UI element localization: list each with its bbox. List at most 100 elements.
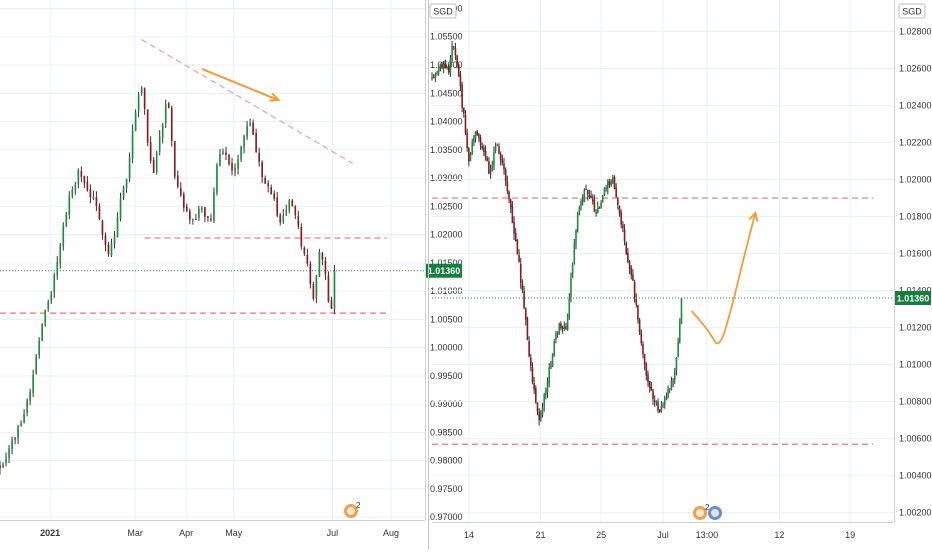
candle[interactable] [439, 63, 442, 72]
candle[interactable] [601, 195, 604, 203]
candle[interactable] [501, 154, 504, 166]
candle[interactable] [558, 322, 561, 336]
candle[interactable] [529, 353, 532, 372]
candle[interactable] [228, 153, 230, 166]
candle[interactable] [210, 214, 212, 222]
candle[interactable] [672, 377, 674, 388]
candle[interactable] [0, 461, 1, 475]
candle[interactable] [68, 191, 71, 220]
candle[interactable] [65, 211, 68, 228]
candle[interactable] [442, 61, 445, 74]
candle[interactable] [74, 181, 77, 195]
candle[interactable] [600, 200, 602, 209]
candle[interactable] [493, 146, 495, 171]
candle[interactable] [17, 424, 19, 445]
candle[interactable] [231, 157, 233, 176]
candle[interactable] [59, 243, 62, 269]
currency-label-box[interactable]: SGD [898, 3, 926, 19]
candle[interactable] [201, 205, 203, 213]
candle[interactable] [149, 136, 152, 164]
candle[interactable] [546, 377, 549, 398]
candle[interactable] [2, 462, 4, 468]
candle[interactable] [119, 192, 122, 222]
candle[interactable] [53, 272, 56, 299]
candle[interactable] [95, 191, 98, 212]
candle[interactable] [312, 281, 315, 301]
candle[interactable] [571, 262, 574, 278]
candle[interactable] [503, 157, 505, 175]
candle[interactable] [593, 194, 596, 212]
candle[interactable] [8, 444, 10, 464]
candle[interactable] [585, 184, 587, 191]
candle[interactable] [563, 321, 566, 332]
candle[interactable] [315, 274, 318, 304]
candle[interactable] [291, 199, 294, 207]
candle[interactable] [478, 132, 480, 142]
candle[interactable] [454, 42, 457, 61]
candle[interactable] [309, 261, 312, 289]
candle[interactable] [20, 420, 22, 427]
candle[interactable] [155, 150, 158, 175]
candle[interactable] [437, 66, 440, 76]
candle[interactable] [583, 188, 586, 203]
candle[interactable] [140, 86, 143, 96]
candle[interactable] [35, 353, 37, 375]
candle[interactable] [158, 129, 161, 156]
candle[interactable] [657, 398, 659, 414]
candle[interactable] [170, 105, 173, 147]
candle[interactable] [643, 353, 646, 371]
candle[interactable] [595, 209, 597, 217]
candle[interactable] [252, 119, 254, 135]
candle[interactable] [471, 138, 473, 155]
candle[interactable] [192, 218, 194, 225]
candle[interactable] [551, 353, 554, 368]
candle[interactable] [645, 362, 648, 381]
candle[interactable] [258, 147, 260, 167]
candle[interactable] [561, 325, 564, 334]
candle[interactable] [516, 239, 519, 255]
candle[interactable] [243, 134, 245, 154]
candle[interactable] [526, 316, 529, 341]
candle[interactable] [297, 210, 300, 230]
candle[interactable] [528, 336, 530, 358]
candle[interactable] [279, 212, 282, 226]
candle[interactable] [536, 402, 539, 416]
candle[interactable] [622, 221, 624, 233]
candle[interactable] [581, 194, 584, 206]
candle[interactable] [468, 146, 470, 167]
candle[interactable] [486, 156, 489, 162]
candle[interactable] [596, 201, 599, 214]
candle[interactable] [617, 196, 619, 210]
candle[interactable] [623, 224, 626, 246]
candle[interactable] [514, 228, 517, 242]
candle[interactable] [665, 392, 668, 401]
candle[interactable] [575, 229, 577, 250]
candle[interactable] [670, 376, 673, 391]
candle[interactable] [441, 61, 443, 70]
candle[interactable] [474, 131, 477, 143]
candle[interactable] [660, 401, 663, 413]
candle[interactable] [92, 190, 95, 201]
candle[interactable] [605, 184, 607, 192]
candle[interactable] [131, 124, 134, 164]
candle[interactable] [431, 72, 433, 81]
candle[interactable] [568, 293, 571, 320]
candle[interactable] [113, 231, 116, 249]
candle[interactable] [161, 123, 164, 144]
candle[interactable] [518, 249, 520, 263]
candle[interactable] [524, 307, 527, 326]
candle[interactable] [237, 154, 239, 175]
candle[interactable] [463, 107, 465, 118]
candle[interactable] [234, 163, 236, 177]
candle[interactable] [652, 388, 654, 405]
candle[interactable] [560, 321, 562, 331]
candle[interactable] [511, 201, 514, 224]
candle[interactable] [294, 205, 297, 220]
candle[interactable] [71, 186, 74, 199]
candle[interactable] [219, 149, 221, 167]
candle[interactable] [625, 241, 628, 256]
candle[interactable] [447, 64, 450, 75]
candle[interactable] [521, 279, 524, 294]
